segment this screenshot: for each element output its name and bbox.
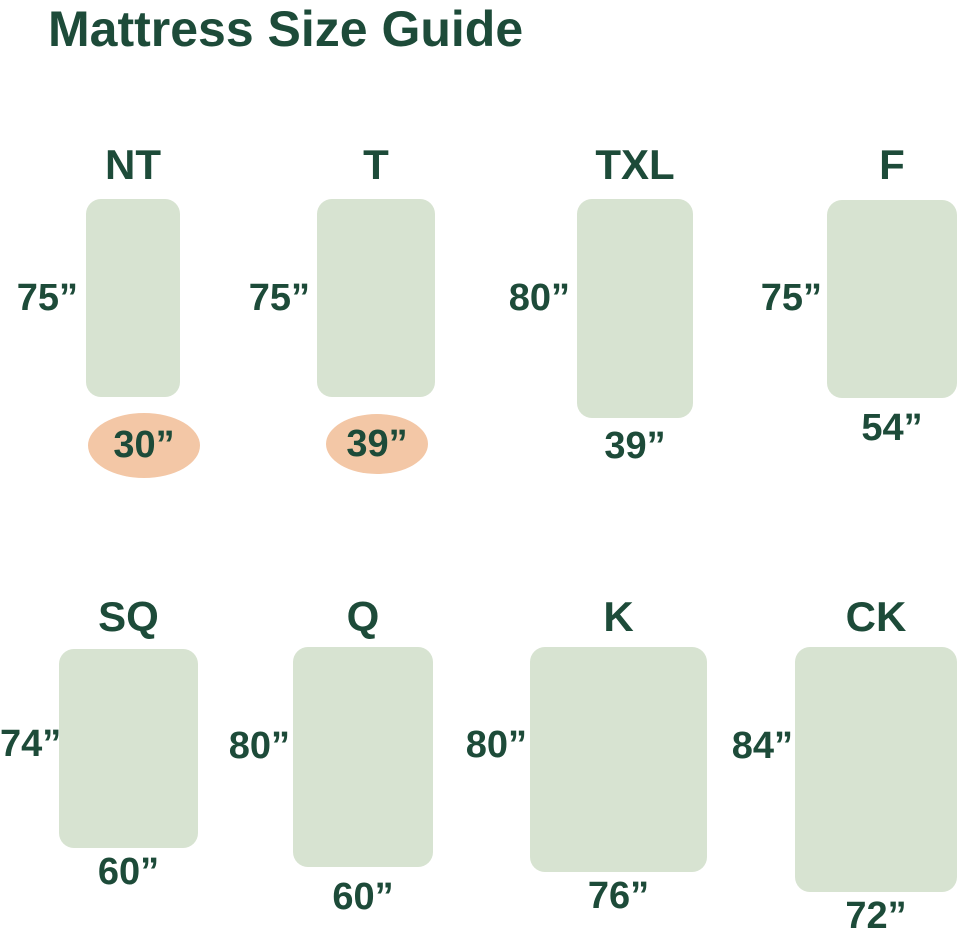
page-title: Mattress Size Guide <box>48 1 524 57</box>
mattress-rect <box>59 649 198 848</box>
size-code-label: CK <box>845 593 907 640</box>
mattress-rect <box>86 199 180 397</box>
mattress-rect <box>530 647 707 872</box>
mattress-f: F 75” 54” <box>740 141 957 449</box>
length-label: 80” <box>508 277 570 319</box>
width-highlight-oval: 39” <box>326 414 428 474</box>
size-code-label: K <box>603 593 634 640</box>
length-label: 75” <box>16 277 78 319</box>
mattress-sq: SQ 74” 60” <box>0 594 198 904</box>
mattress-rect <box>827 200 957 398</box>
width-label: 60” <box>97 851 160 893</box>
size-code-label: TXL <box>595 141 675 188</box>
width-label: 76” <box>587 875 650 917</box>
length-label: 80” <box>465 724 527 766</box>
size-code-label: SQ <box>98 593 159 640</box>
mattress-ck: CK 84” 72” <box>715 594 957 931</box>
size-code-label: F <box>879 141 905 188</box>
width-label: 72” <box>845 895 907 931</box>
width-label: 39” <box>604 425 666 467</box>
mattress-rect <box>577 199 693 418</box>
mattress-q: Q 80” 60” <box>212 594 433 924</box>
length-label: 74” <box>0 723 62 765</box>
mattress-rect <box>795 647 957 892</box>
mattress-txl: TXL 80” 39” <box>487 142 693 470</box>
length-label: 75” <box>248 277 310 319</box>
mattress-rect <box>317 199 435 397</box>
width-highlight-oval: 30” <box>88 413 200 478</box>
mattress-rect <box>293 647 433 867</box>
length-label: 84” <box>731 725 793 767</box>
mattress-nt: NT 75” 30” <box>0 142 200 478</box>
mattress-t: T 75” 39” <box>230 141 440 474</box>
mattress-k: K 80” 76” <box>449 594 707 924</box>
width-label: 60” <box>332 876 394 918</box>
width-label: 54” <box>861 407 923 449</box>
size-code-label: Q <box>346 593 380 640</box>
length-label: 80” <box>228 725 290 767</box>
size-code-label: NT <box>105 141 161 188</box>
size-code-label: T <box>363 141 389 188</box>
length-label: 75” <box>760 277 822 319</box>
